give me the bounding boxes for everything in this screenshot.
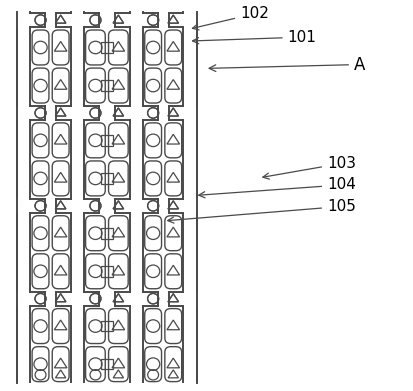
Bar (101, 173, 112, 184)
Text: 103: 103 (262, 156, 355, 179)
Text: 101: 101 (192, 30, 316, 45)
Bar (101, 42, 112, 53)
Bar (101, 80, 112, 91)
Text: 105: 105 (167, 199, 355, 223)
Text: 102: 102 (192, 6, 268, 30)
Bar (101, 135, 112, 146)
Bar (101, 228, 112, 239)
Bar (101, 266, 112, 276)
Text: A: A (209, 56, 364, 74)
Text: 104: 104 (198, 178, 355, 198)
Bar (101, 321, 112, 332)
Bar (101, 359, 112, 369)
